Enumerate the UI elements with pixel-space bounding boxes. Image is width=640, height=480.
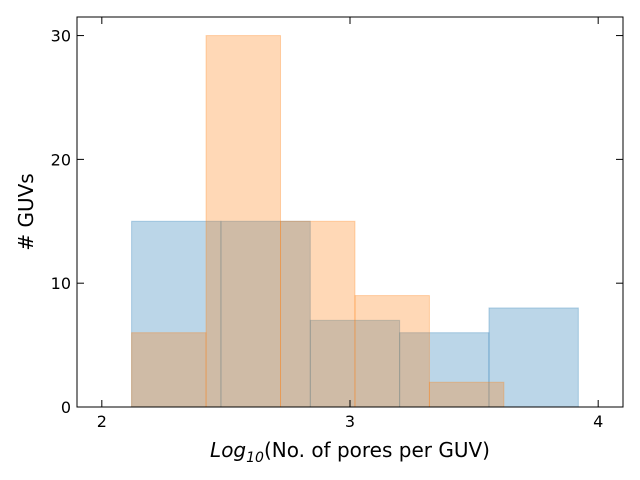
x-axis-label-rest: (No. of pores per GUV) bbox=[264, 438, 490, 462]
histogram-bar-series2-5 bbox=[428, 381, 505, 408]
x-tick-label-4: 4 bbox=[593, 412, 603, 431]
y-tick-label-20: 20 bbox=[51, 150, 71, 169]
x-axis-label-subscript: 10 bbox=[246, 450, 264, 466]
ticks-layer: 2 3 4 0 10 20 30 bbox=[51, 17, 623, 431]
bars-layer bbox=[131, 35, 579, 408]
x-axis-label: Log10(No. of pores per GUV) bbox=[210, 438, 490, 466]
y-tick-label-10: 10 bbox=[51, 274, 71, 293]
x-axis-label-main: Log bbox=[210, 438, 246, 462]
histogram-bar-series2-3 bbox=[280, 220, 356, 408]
histogram-bar-series1-1 bbox=[131, 220, 222, 408]
x-tick-label-3: 3 bbox=[345, 412, 355, 431]
x-tick-label-2: 2 bbox=[97, 412, 107, 431]
histogram-bar-series2-4 bbox=[354, 295, 430, 408]
y-axis-label: # GUVs bbox=[14, 173, 38, 250]
histogram-bar-series2-1 bbox=[131, 332, 207, 408]
y-tick-label-0: 0 bbox=[61, 398, 71, 417]
histogram-bar-series1-3 bbox=[309, 319, 401, 408]
histogram-bar-series1-2 bbox=[220, 220, 311, 408]
y-tick-label-30: 30 bbox=[51, 27, 71, 46]
histogram-bar-series2-2 bbox=[205, 35, 282, 408]
